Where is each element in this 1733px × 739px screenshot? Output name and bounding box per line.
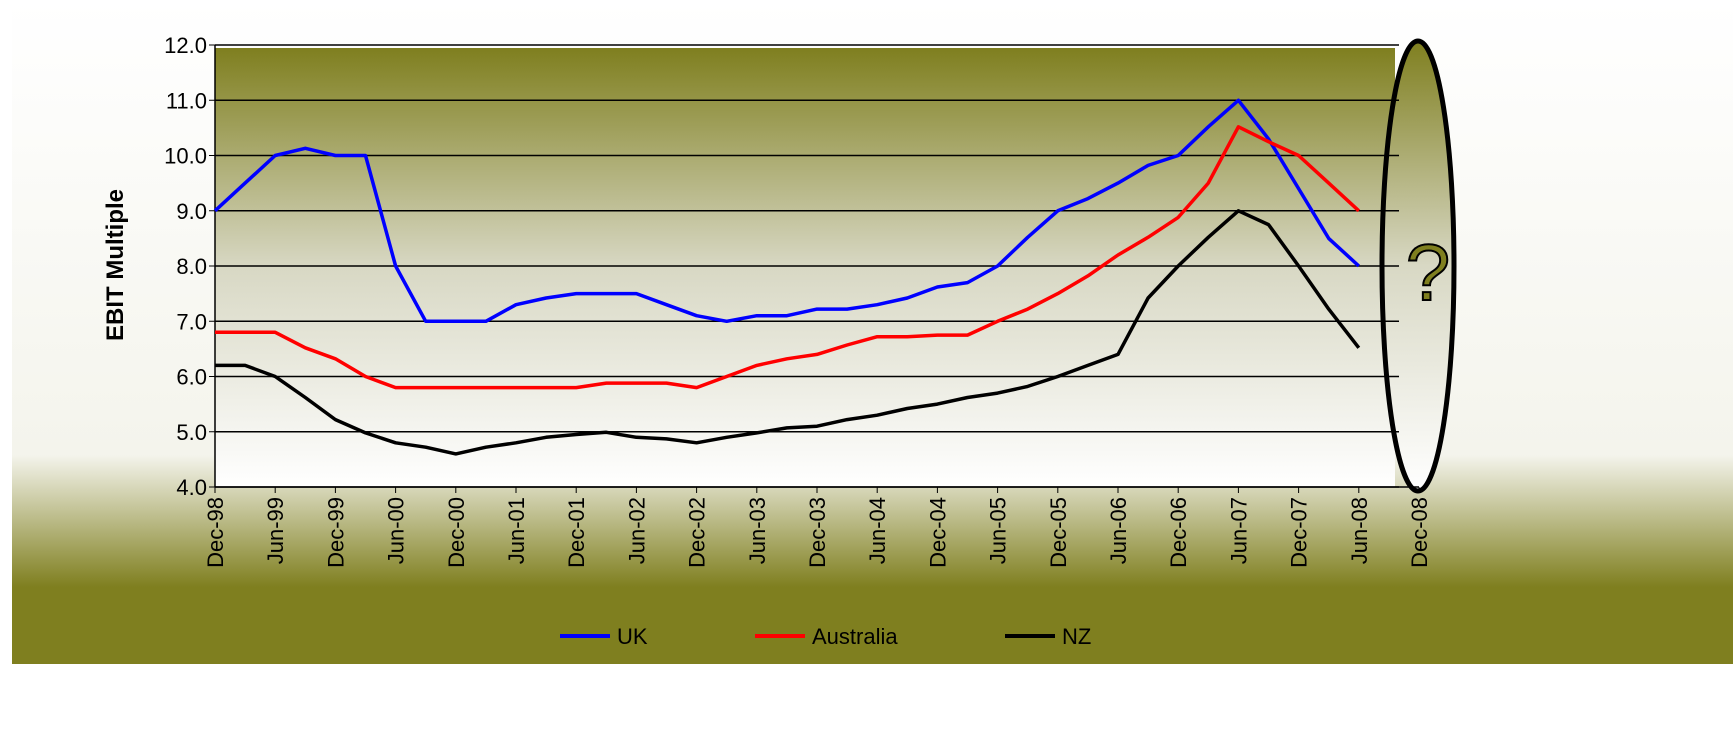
x-tick-label: Jun-01 [504, 497, 529, 564]
y-tick-label: 8.0 [176, 254, 207, 279]
y-tick-label: 4.0 [176, 475, 207, 500]
x-tick-label: Jun-02 [624, 497, 649, 564]
x-tick-label: Jun-04 [865, 497, 890, 564]
y-tick-label: 9.0 [176, 199, 207, 224]
plot-area [215, 48, 1395, 487]
x-tick-label: Dec-03 [805, 497, 830, 568]
x-tick-label: Dec-08 [1407, 497, 1432, 568]
legend-label: NZ [1062, 624, 1091, 649]
series-line [215, 209, 1361, 456]
x-tick-label: Dec-04 [925, 497, 950, 568]
series-line [213, 98, 1360, 324]
bottom-strip [12, 664, 1733, 734]
x-tick-label: Dec-02 [685, 497, 710, 568]
y-tick-label: 10.0 [164, 144, 207, 169]
x-tick-label: Dec-05 [1046, 497, 1071, 568]
x-tick-label: Jun-07 [1226, 497, 1251, 564]
x-tick-label: Dec-99 [323, 497, 348, 568]
x-tick-label: Dec-07 [1287, 497, 1312, 568]
x-tick-label: Jun-06 [1106, 497, 1131, 564]
legend-label: UK [617, 624, 648, 649]
y-tick-label: 12.0 [164, 33, 207, 58]
x-tick-label: Dec-00 [444, 497, 469, 568]
x-tick-label: Dec-01 [564, 497, 589, 568]
left-strip [0, 0, 12, 734]
y-tick-label: 11.0 [166, 88, 207, 113]
x-tick-label: Jun-08 [1347, 497, 1372, 564]
x-tick-label: Jun-99 [263, 497, 288, 564]
y-axis-label: EBIT Multiple [102, 189, 129, 341]
plot: 4.0 5.0 6.0 7.0 8.0 9.0 10.0 11.0 12.0 Dec-98 Jun-… [164, 33, 1432, 649]
y-tick-label: 7.0 [176, 309, 207, 334]
annotation: ? [1406, 228, 1451, 317]
y-tick-label: 6.0 [176, 365, 207, 390]
y-tick-label: 5.0 [176, 420, 207, 445]
series-line [215, 125, 1360, 390]
x-tick-label: Jun-03 [745, 497, 770, 564]
legend-label: Australia [812, 624, 898, 649]
x-tick-label: Jun-05 [986, 497, 1011, 564]
x-tick-label: Dec-06 [1166, 497, 1191, 568]
x-tick-label: Dec-98 [203, 497, 228, 568]
x-tick-label: Jun-00 [384, 497, 409, 564]
